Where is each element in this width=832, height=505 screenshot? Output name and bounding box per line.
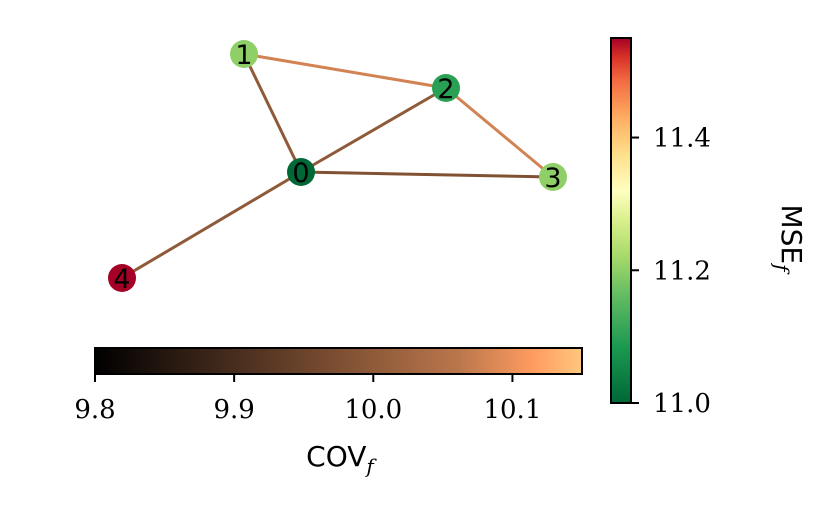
mse-colorbar-ticks: 11.0 11.2 11.4	[631, 124, 711, 419]
mse-tick-label: 11.0	[653, 389, 711, 419]
cov-tick-label: 9.8	[74, 395, 115, 425]
cov-tick-label: 10.0	[344, 395, 402, 425]
node-circle	[432, 74, 460, 102]
mse-tick-label: 11.4	[653, 124, 711, 154]
edge-0-1	[242, 53, 303, 173]
graph-edges	[121, 52, 554, 280]
node-0: 0	[287, 158, 315, 189]
edge-2-3	[445, 86, 554, 179]
node-circle	[108, 264, 136, 292]
edge-0-2	[300, 86, 447, 174]
cov-colorbar-ticks: 9.8 9.9 10.0 10.1	[74, 374, 541, 425]
graph-nodes: 0 1 2 3 4	[108, 40, 567, 295]
edge-1-2	[243, 52, 447, 90]
cov-colorbar-label: COVf	[306, 440, 377, 478]
node-circle	[230, 40, 258, 68]
mse-tick-label: 11.2	[653, 256, 711, 286]
node-4: 4	[108, 264, 136, 295]
cov-colorbar: 9.8 9.9 10.0 10.1 COVf	[74, 347, 583, 478]
node-1: 1	[230, 40, 258, 71]
cov-tick-label: 9.9	[213, 395, 254, 425]
cov-colorbar-bar	[94, 347, 583, 375]
cov-tick-label: 10.1	[483, 395, 541, 425]
node-circle	[287, 158, 315, 186]
mse-colorbar: 11.0 11.2 11.4 MSEf	[610, 37, 808, 419]
node-label: 1	[235, 40, 252, 71]
node-label: 4	[113, 264, 130, 295]
node-2: 2	[432, 74, 460, 105]
node-circle	[539, 163, 567, 191]
edge-0-3	[300, 170, 554, 179]
edge-0-4	[121, 170, 302, 280]
node-label: 2	[437, 74, 454, 105]
node-3: 3	[539, 163, 567, 194]
node-label: 0	[292, 158, 309, 189]
mse-colorbar-label: MSEf	[770, 204, 808, 275]
node-label: 3	[544, 163, 561, 194]
mse-colorbar-bar	[610, 37, 632, 404]
